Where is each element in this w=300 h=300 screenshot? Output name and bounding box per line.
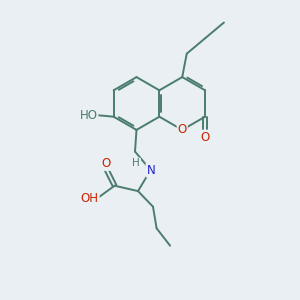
Text: OH: OH	[81, 192, 99, 205]
Text: O: O	[200, 130, 210, 144]
Text: O: O	[101, 157, 110, 170]
Text: N: N	[146, 164, 155, 177]
Text: O: O	[178, 123, 187, 136]
Text: H: H	[132, 158, 140, 169]
Text: HO: HO	[80, 109, 98, 122]
